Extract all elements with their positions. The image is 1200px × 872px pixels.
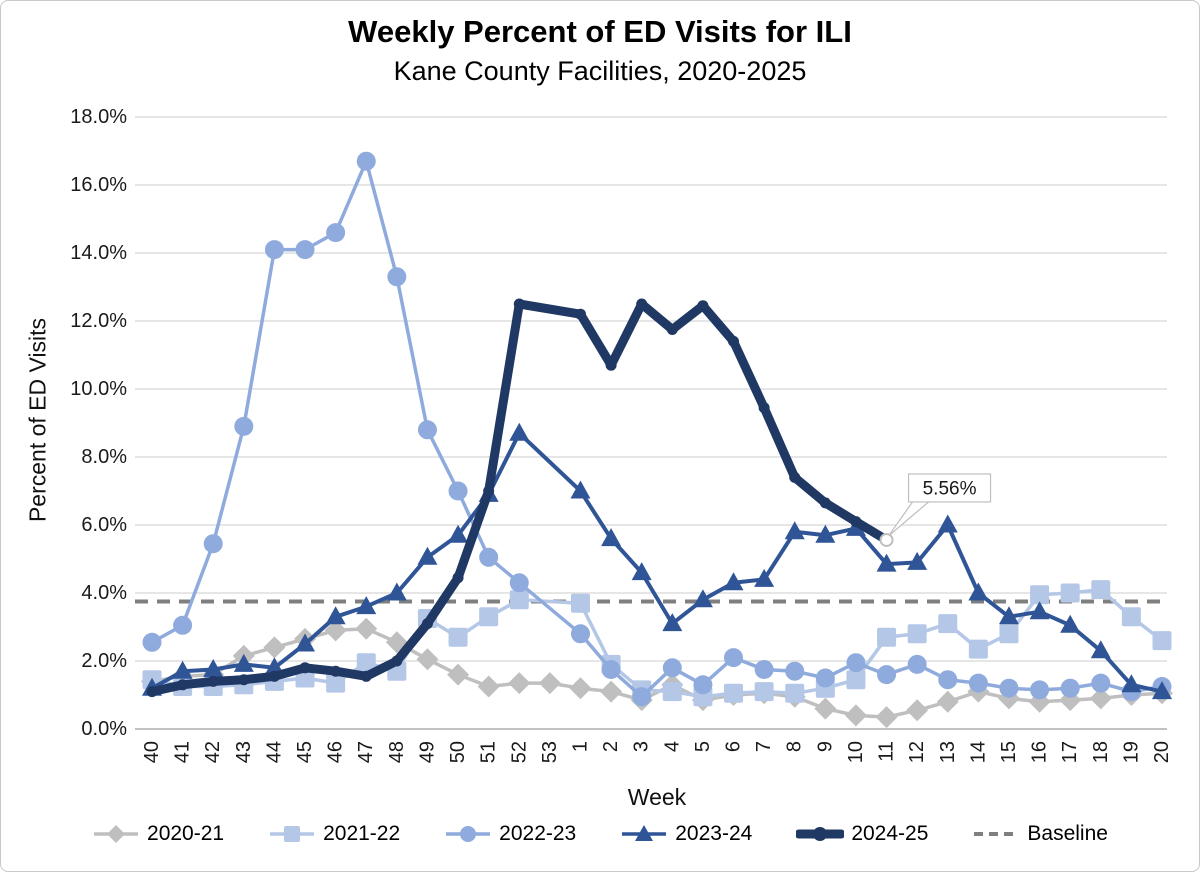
legend-item-2021-22: 2021-22 — [268, 822, 400, 846]
chart-subtitle: Kane County Facilities, 2020-2025 — [393, 56, 807, 86]
x-tick-label: 43 — [233, 741, 255, 763]
legend-item-2020-21: 2020-21 — [92, 822, 224, 846]
x-tick-label: 50 — [447, 741, 469, 763]
legend-item-label: 2023-24 — [675, 822, 753, 845]
series-2022-23 — [142, 151, 1172, 707]
x-tick-label: 10 — [845, 741, 867, 763]
x-tick-label: 15 — [998, 741, 1020, 763]
legend: 2020-21 2021-22 2022-23 2023-24 2024-25 Basel… — [0, 822, 1200, 846]
x-tick-label: 6 — [723, 741, 745, 752]
series-2024-25 — [146, 298, 893, 698]
legend-item-label: 2021-22 — [323, 822, 401, 845]
y-tick-label: 10.0% — [70, 378, 127, 400]
y-tick-label: 18.0% — [70, 106, 127, 128]
x-tick-label: 1 — [569, 741, 591, 752]
legend-marker-square — [270, 826, 315, 842]
legend-item-label: 2020-21 — [147, 822, 225, 845]
x-tick-label: 11 — [876, 741, 898, 762]
chart-title: Weekly Percent of ED Visits for ILI — [348, 14, 852, 49]
annotation-text: 5.56% — [923, 478, 977, 499]
legend-item-2022-23: 2022-23 — [444, 822, 576, 846]
legend-marker-dot — [796, 827, 845, 841]
x-tick-label: 18 — [1090, 741, 1112, 763]
x-tick-label: 42 — [202, 741, 224, 763]
y-tick-label: 8.0% — [81, 446, 127, 468]
legend-item-2023-24: 2023-24 — [620, 822, 752, 846]
x-tick-label: 16 — [1029, 741, 1051, 763]
y-tick-label: 2.0% — [81, 650, 127, 672]
legend-item-label: 2022-23 — [499, 822, 577, 845]
annotation-callout: 5.56% — [879, 473, 992, 547]
y-tick-label: 6.0% — [81, 514, 127, 536]
legend-item-2024-25: 2024-25 — [796, 822, 928, 846]
y-tick-label: 0.0% — [81, 718, 127, 740]
x-tick-label: 8 — [784, 741, 806, 752]
x-tick-label: 52 — [508, 741, 530, 763]
x-tick-label: 13 — [937, 741, 959, 763]
legend-marker-triangle — [622, 825, 667, 841]
x-tick-label: 53 — [539, 741, 561, 763]
x-tick-label: 44 — [263, 741, 285, 763]
legend-marker-diamond — [94, 825, 139, 843]
series-2023-24 — [142, 422, 1172, 700]
x-tick-label: 45 — [294, 741, 316, 763]
x-tick-label: 2 — [600, 741, 622, 752]
legend-item-label: Baseline — [1027, 822, 1108, 845]
y-tick-label: 12.0% — [70, 310, 127, 332]
y-tick-label: 16.0% — [70, 174, 127, 196]
legend-item-baseline: Baseline — [972, 822, 1108, 846]
legend-marker-circle — [446, 826, 491, 842]
x-tick-label: 3 — [631, 741, 653, 752]
x-tick-label: 5 — [692, 741, 714, 752]
y-tick-label: 14.0% — [70, 242, 127, 264]
x-tick-label: 41 — [172, 741, 194, 763]
legend-marker-dashed — [974, 832, 1019, 836]
x-tick-label: 40 — [141, 741, 163, 763]
x-tick-label: 14 — [967, 741, 989, 763]
legend-item-label: 2024-25 — [851, 822, 929, 845]
x-tick-label: 17 — [1059, 741, 1081, 763]
x-tick-label: 12 — [906, 741, 928, 763]
x-tick-label: 48 — [386, 741, 408, 763]
y-tick-label: 4.0% — [81, 582, 127, 604]
x-tick-label: 51 — [478, 741, 500, 763]
x-tick-label: 47 — [355, 741, 377, 763]
x-tick-label: 19 — [1120, 741, 1142, 763]
x-axis-title: Week — [627, 784, 687, 810]
x-tick-label: 9 — [814, 741, 836, 752]
series-end-marker — [879, 532, 894, 547]
x-tick-label: 20 — [1151, 741, 1173, 763]
x-tick-label: 7 — [753, 741, 775, 752]
x-tick-label: 46 — [325, 741, 347, 763]
x-tick-label: 49 — [416, 741, 438, 763]
x-tick-label: 4 — [661, 741, 683, 752]
